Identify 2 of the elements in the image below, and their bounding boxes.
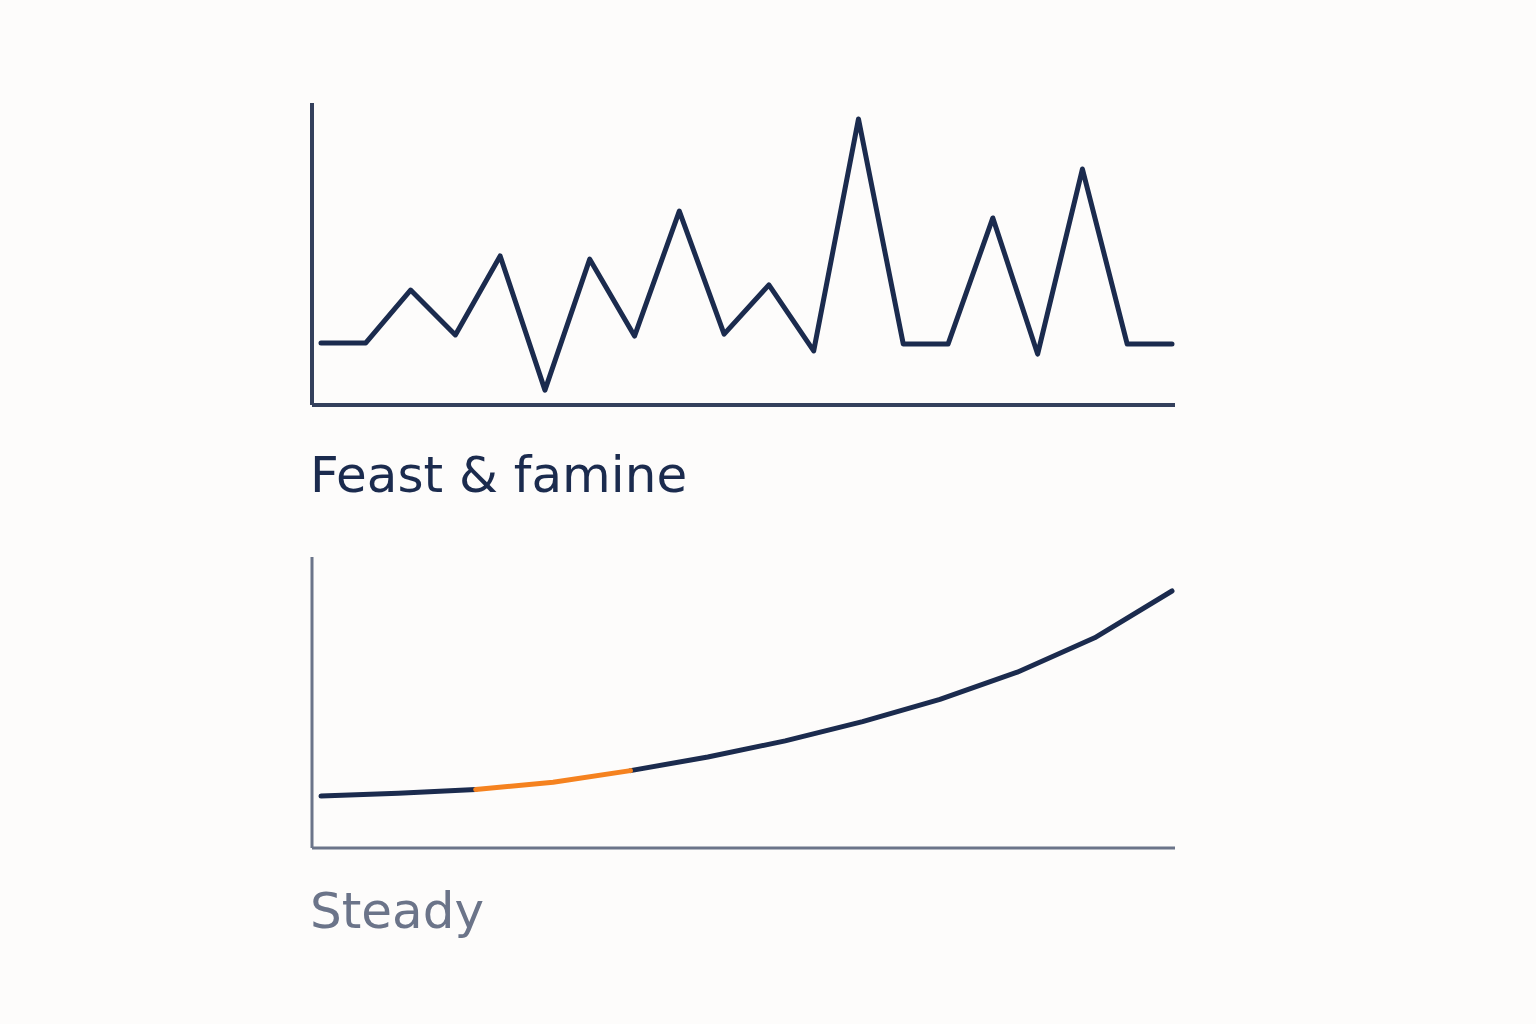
text: Steady [310, 882, 485, 940]
text: Feast & famine [310, 446, 688, 504]
